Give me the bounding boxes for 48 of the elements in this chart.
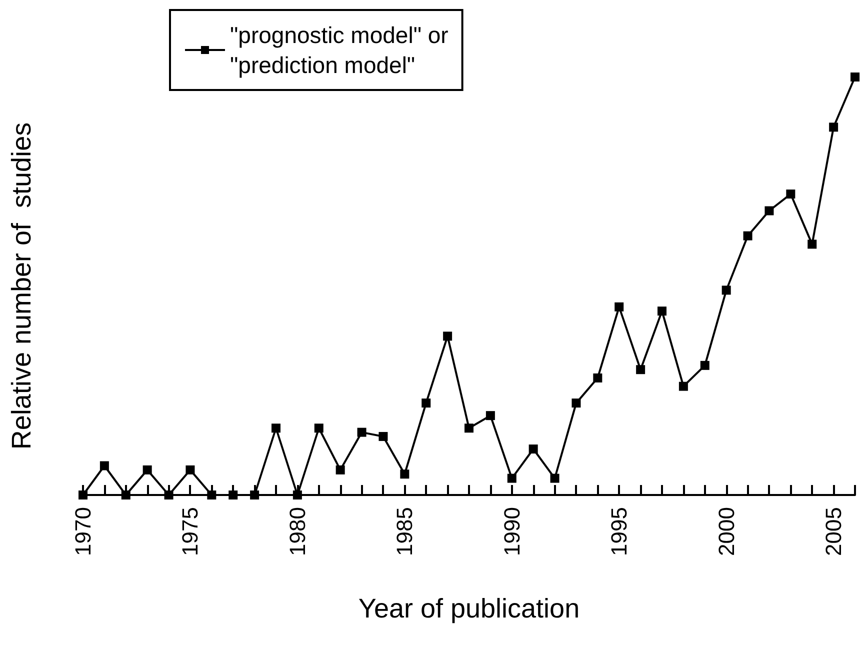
- point: [743, 231, 752, 240]
- point: [336, 465, 345, 474]
- point: [164, 490, 174, 500]
- x-tick-label: 1980: [284, 507, 310, 556]
- point: [700, 360, 710, 370]
- point: [593, 373, 602, 382]
- point: [314, 424, 324, 433]
- x-tick-label: 2005: [821, 507, 846, 556]
- point: [636, 365, 646, 374]
- y-axis-title: Relative number of studies: [6, 122, 36, 450]
- legend-label: "prognostic model" or "prediction model": [230, 22, 449, 78]
- point: [292, 490, 302, 500]
- point: [121, 490, 130, 500]
- point: [722, 286, 731, 295]
- point: [550, 474, 560, 483]
- point: [228, 490, 238, 500]
- x-axis-title: Year of publication: [358, 594, 580, 624]
- point: [808, 240, 817, 249]
- x-tick-label: 1970: [70, 507, 96, 556]
- point: [207, 490, 216, 500]
- x-tick-label: 1995: [606, 507, 632, 556]
- x-tick-label: 1990: [499, 507, 524, 556]
- x-tick-label: 1975: [178, 507, 203, 556]
- point: [100, 461, 109, 470]
- x-tick-label: 1985: [392, 507, 418, 556]
- point: [443, 332, 452, 341]
- point: [678, 382, 688, 391]
- point: [829, 122, 838, 132]
- point: [614, 302, 624, 312]
- point: [528, 444, 538, 454]
- point: [186, 465, 195, 474]
- point: [422, 398, 431, 408]
- point: [486, 411, 495, 420]
- point: [357, 428, 366, 437]
- point: [572, 398, 581, 408]
- point: [507, 474, 516, 483]
- point: [658, 306, 666, 316]
- point: [142, 465, 152, 474]
- point: [786, 190, 796, 199]
- point: [250, 490, 260, 500]
- point: [464, 424, 474, 433]
- point: [400, 470, 410, 479]
- point: [78, 490, 88, 500]
- point: [764, 206, 774, 216]
- point: [378, 432, 388, 441]
- point: [850, 72, 860, 82]
- point: [272, 424, 280, 433]
- x-tick-label: 2000: [714, 507, 739, 556]
